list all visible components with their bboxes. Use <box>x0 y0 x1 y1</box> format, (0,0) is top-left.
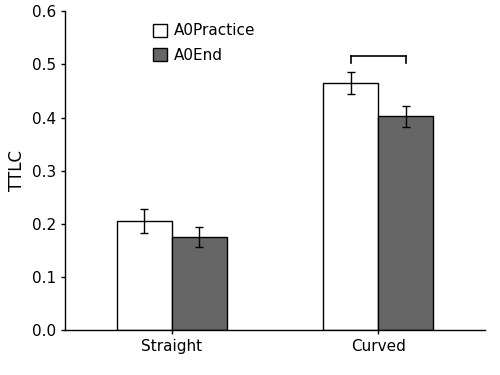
Bar <box>172 237 227 330</box>
Bar <box>323 83 378 330</box>
Legend: A0Practice, A0End: A0Practice, A0End <box>148 19 260 67</box>
Bar <box>116 221 172 330</box>
Y-axis label: TTLC: TTLC <box>8 150 26 191</box>
Bar <box>378 116 434 330</box>
